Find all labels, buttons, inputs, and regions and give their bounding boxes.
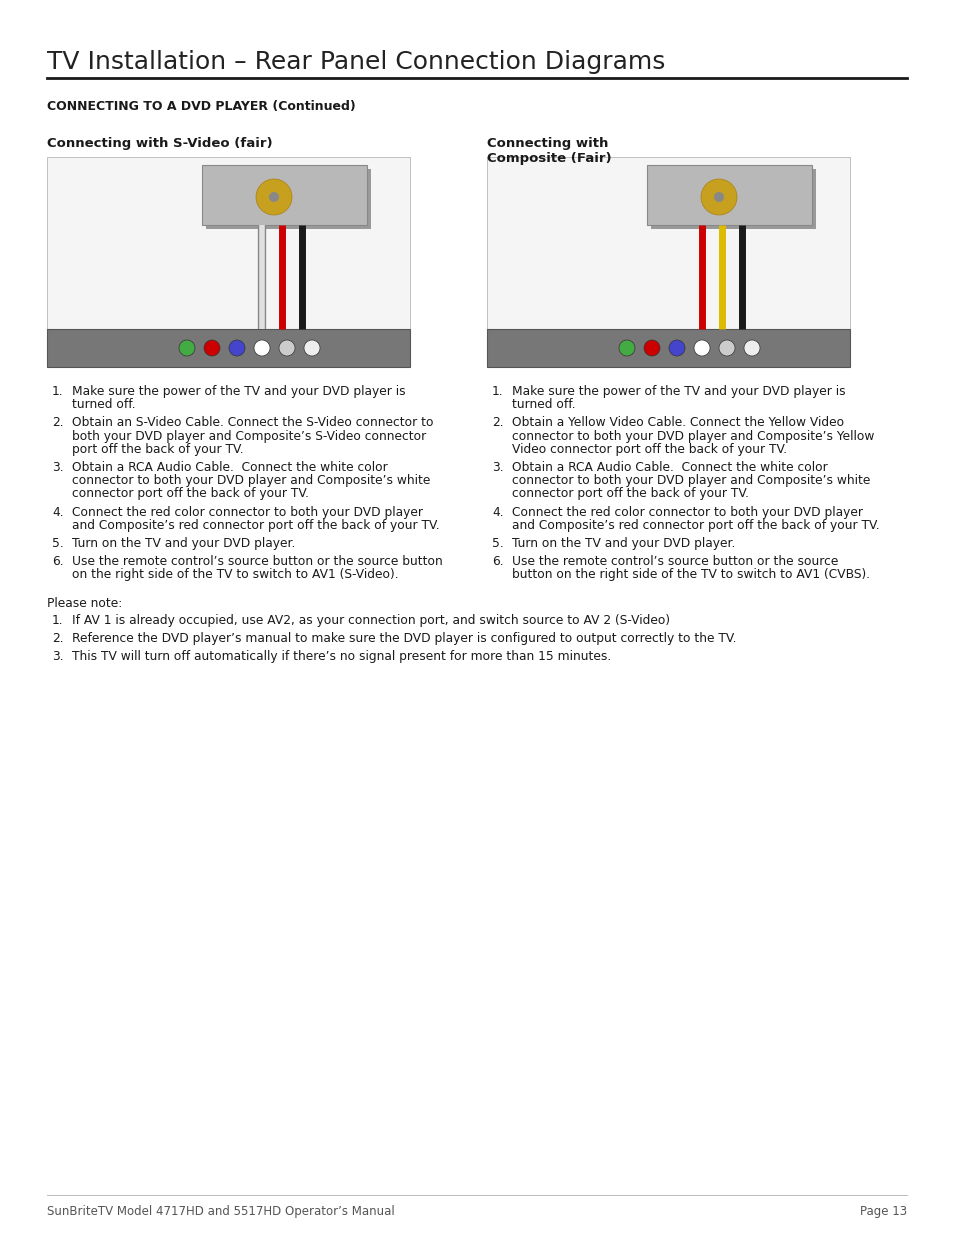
Text: CONNECTING TO A DVD PLAYER (Continued): CONNECTING TO A DVD PLAYER (Continued) [47,100,355,112]
Circle shape [253,340,270,356]
Circle shape [719,340,734,356]
Bar [650,169,815,228]
Text: Please note:: Please note: [47,597,122,610]
Circle shape [229,340,245,356]
Text: 2.: 2. [492,416,503,430]
Circle shape [618,340,635,356]
Text: Video connector port off the back of your TV.: Video connector port off the back of you… [512,443,786,456]
Text: 3.: 3. [492,461,503,474]
Text: Use the remote control’s source button or the source: Use the remote control’s source button o… [512,556,838,568]
Text: connector to both your DVD player and Composite’s white: connector to both your DVD player and Co… [512,474,869,487]
Text: If AV 1 is already occupied, use AV2, as your connection port, and switch source: If AV 1 is already occupied, use AV2, as… [71,614,669,627]
Text: 3.: 3. [52,650,64,663]
Circle shape [713,191,723,203]
Text: Connect the red color connector to both your DVD player: Connect the red color connector to both … [71,505,422,519]
Text: Turn on the TV and your DVD player.: Turn on the TV and your DVD player. [71,537,295,550]
Text: on the right side of the TV to switch to AV1 (S-Video).: on the right side of the TV to switch to… [71,568,398,582]
Circle shape [278,340,294,356]
Circle shape [304,340,319,356]
Circle shape [643,340,659,356]
Bar [47,157,410,367]
Text: and Composite’s red connector port off the back of your TV.: and Composite’s red connector port off t… [512,519,879,532]
Bar [47,329,410,367]
Text: 5.: 5. [492,537,503,550]
Text: 3.: 3. [52,461,64,474]
Bar [206,169,371,228]
Text: 1.: 1. [492,385,503,398]
Text: Obtain a RCA Audio Cable.  Connect the white color: Obtain a RCA Audio Cable. Connect the wh… [71,461,387,474]
Text: 4.: 4. [492,505,503,519]
Bar [202,165,367,225]
Text: Page 13: Page 13 [859,1205,906,1218]
Circle shape [693,340,709,356]
Circle shape [668,340,684,356]
Circle shape [255,179,292,215]
Text: This TV will turn off automatically if there’s no signal present for more than 1: This TV will turn off automatically if t… [71,650,611,663]
Text: 2.: 2. [52,416,64,430]
Text: and Composite’s red connector port off the back of your TV.: and Composite’s red connector port off t… [71,519,439,532]
Text: TV Installation – Rear Panel Connection Diagrams: TV Installation – Rear Panel Connection … [47,49,664,74]
Text: connector to both your DVD player and Composite’s white: connector to both your DVD player and Co… [71,474,430,487]
Text: Reference the DVD player’s manual to make sure the DVD player is configured to o: Reference the DVD player’s manual to mak… [71,632,736,645]
Text: Obtain a RCA Audio Cable.  Connect the white color: Obtain a RCA Audio Cable. Connect the wh… [512,461,827,474]
Text: 1.: 1. [52,385,64,398]
Text: both your DVD player and Composite’s S-Video connector: both your DVD player and Composite’s S-V… [71,430,426,442]
Text: Use the remote control’s source button or the source button: Use the remote control’s source button o… [71,556,442,568]
Text: button on the right side of the TV to switch to AV1 (CVBS).: button on the right side of the TV to sw… [512,568,869,582]
Bar [486,157,849,367]
Text: Turn on the TV and your DVD player.: Turn on the TV and your DVD player. [512,537,735,550]
Circle shape [179,340,194,356]
Text: Obtain a Yellow Video Cable. Connect the Yellow Video: Obtain a Yellow Video Cable. Connect the… [512,416,843,430]
Text: Make sure the power of the TV and your DVD player is: Make sure the power of the TV and your D… [71,385,405,398]
Text: 6.: 6. [492,556,503,568]
Text: Connecting with
Composite (Fair): Connecting with Composite (Fair) [486,137,611,165]
Text: port off the back of your TV.: port off the back of your TV. [71,443,243,456]
Circle shape [700,179,737,215]
Text: Obtain an S-Video Cable. Connect the S-Video connector to: Obtain an S-Video Cable. Connect the S-V… [71,416,433,430]
Text: Connect the red color connector to both your DVD player: Connect the red color connector to both … [512,505,862,519]
Text: 6.: 6. [52,556,64,568]
Text: turned off.: turned off. [512,398,575,411]
Text: SunBriteTV Model 4717HD and 5517HD Operator’s Manual: SunBriteTV Model 4717HD and 5517HD Opera… [47,1205,395,1218]
Text: Make sure the power of the TV and your DVD player is: Make sure the power of the TV and your D… [512,385,844,398]
Text: connector to both your DVD player and Composite’s Yellow: connector to both your DVD player and Co… [512,430,874,442]
Text: connector port off the back of your TV.: connector port off the back of your TV. [512,488,748,500]
Text: 1.: 1. [52,614,64,627]
Circle shape [269,191,278,203]
Circle shape [204,340,220,356]
Text: 4.: 4. [52,505,64,519]
Text: 2.: 2. [52,632,64,645]
Circle shape [743,340,760,356]
Text: 5.: 5. [52,537,64,550]
Bar [646,165,811,225]
Text: turned off.: turned off. [71,398,135,411]
Text: connector port off the back of your TV.: connector port off the back of your TV. [71,488,309,500]
Bar [486,329,849,367]
Text: Connecting with S-Video (fair): Connecting with S-Video (fair) [47,137,273,149]
